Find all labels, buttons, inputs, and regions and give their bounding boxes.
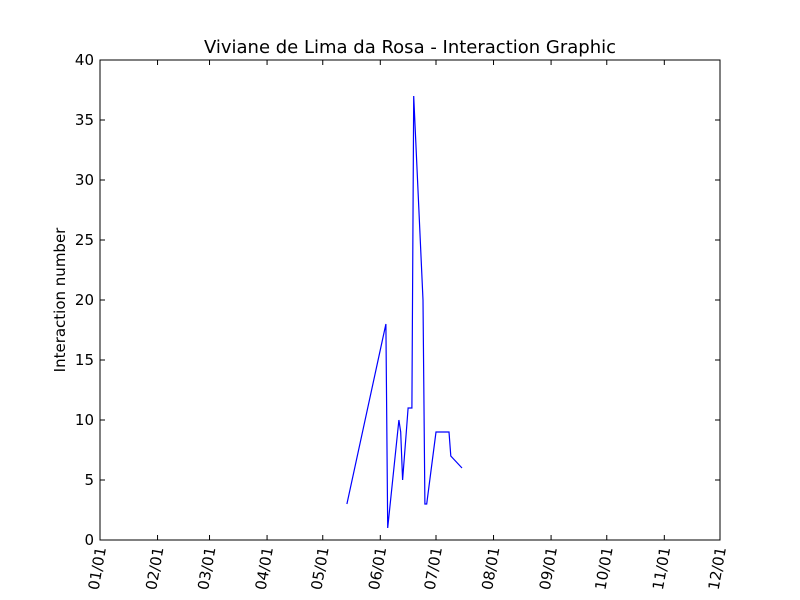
y-tick-label: 35 (75, 111, 94, 129)
y-tick-label: 30 (75, 171, 94, 189)
chart-title: Viviane de Lima da Rosa - Interaction Gr… (204, 37, 616, 58)
y-tick-label: 20 (75, 291, 94, 309)
plot-frame (99, 59, 721, 541)
y-tick-label: 5 (84, 471, 94, 489)
y-axis-label: Interaction number (51, 227, 69, 373)
series-line (346, 95, 463, 529)
y-tick-label: 0 (84, 531, 94, 549)
y-tick-label: 10 (75, 411, 94, 429)
y-tick-label: 15 (75, 351, 94, 369)
y-tick-label: 40 (75, 51, 94, 69)
y-tick-label: 25 (75, 231, 94, 249)
